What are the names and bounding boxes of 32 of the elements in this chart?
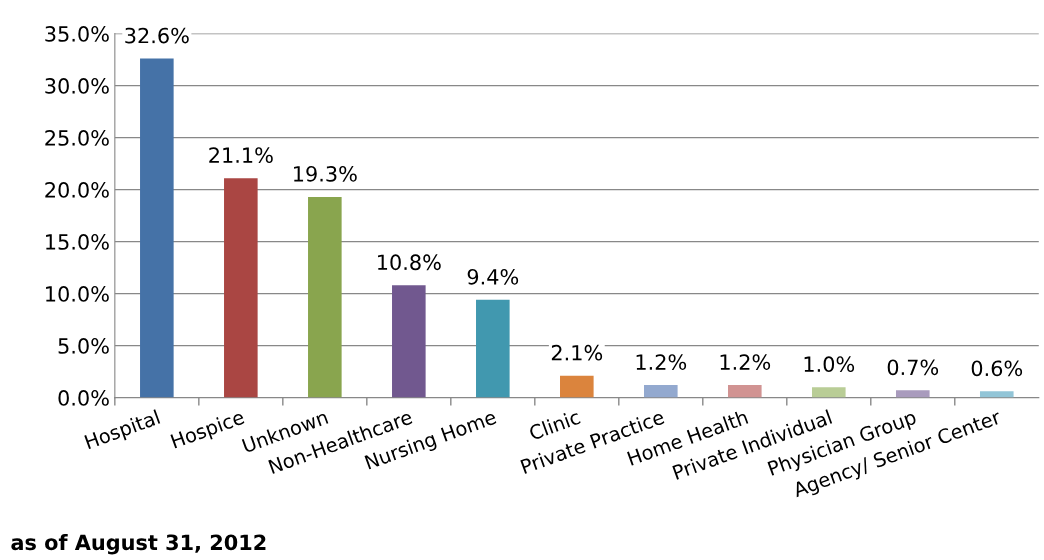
bar <box>979 391 1014 398</box>
bar <box>728 385 762 398</box>
data-label: 9.4% <box>467 268 519 285</box>
data-label: 1.2% <box>720 354 771 370</box>
text: as of August 31, 2012 <box>11 534 266 555</box>
bar <box>895 390 930 398</box>
bar <box>392 285 426 398</box>
y-tick-label: 10.0% <box>46 286 109 302</box>
data-label: 10.8% <box>378 254 441 271</box>
bar <box>308 196 342 398</box>
data-label: 0.6% <box>971 360 1023 377</box>
data-label: 32.6% <box>125 27 189 44</box>
y-tick-label: 20.0% <box>45 182 109 198</box>
y-tick-label: 5.0% <box>58 338 109 354</box>
data-label: 1.2% <box>636 354 687 370</box>
y-tick-label: 15.0% <box>46 234 109 250</box>
bar <box>560 375 594 398</box>
x-tick-label: Clinic <box>528 409 581 441</box>
y-tick-label: 30.0% <box>45 78 109 94</box>
data-label: 0.7% <box>887 359 939 376</box>
data-label: 2.1% <box>551 344 603 361</box>
y-tick-label: 0.0% <box>58 390 109 406</box>
data-label: 1.0% <box>804 356 855 373</box>
data-label: 19.3% <box>294 165 357 182</box>
bar <box>140 58 174 398</box>
bar <box>476 299 510 398</box>
y-tick-label: 25.0% <box>45 130 109 146</box>
bar <box>644 385 678 398</box>
bar <box>811 387 846 398</box>
data-label: 21.1% <box>209 147 273 164</box>
bar <box>224 178 258 398</box>
y-tick-label: 35.0% <box>45 26 109 42</box>
